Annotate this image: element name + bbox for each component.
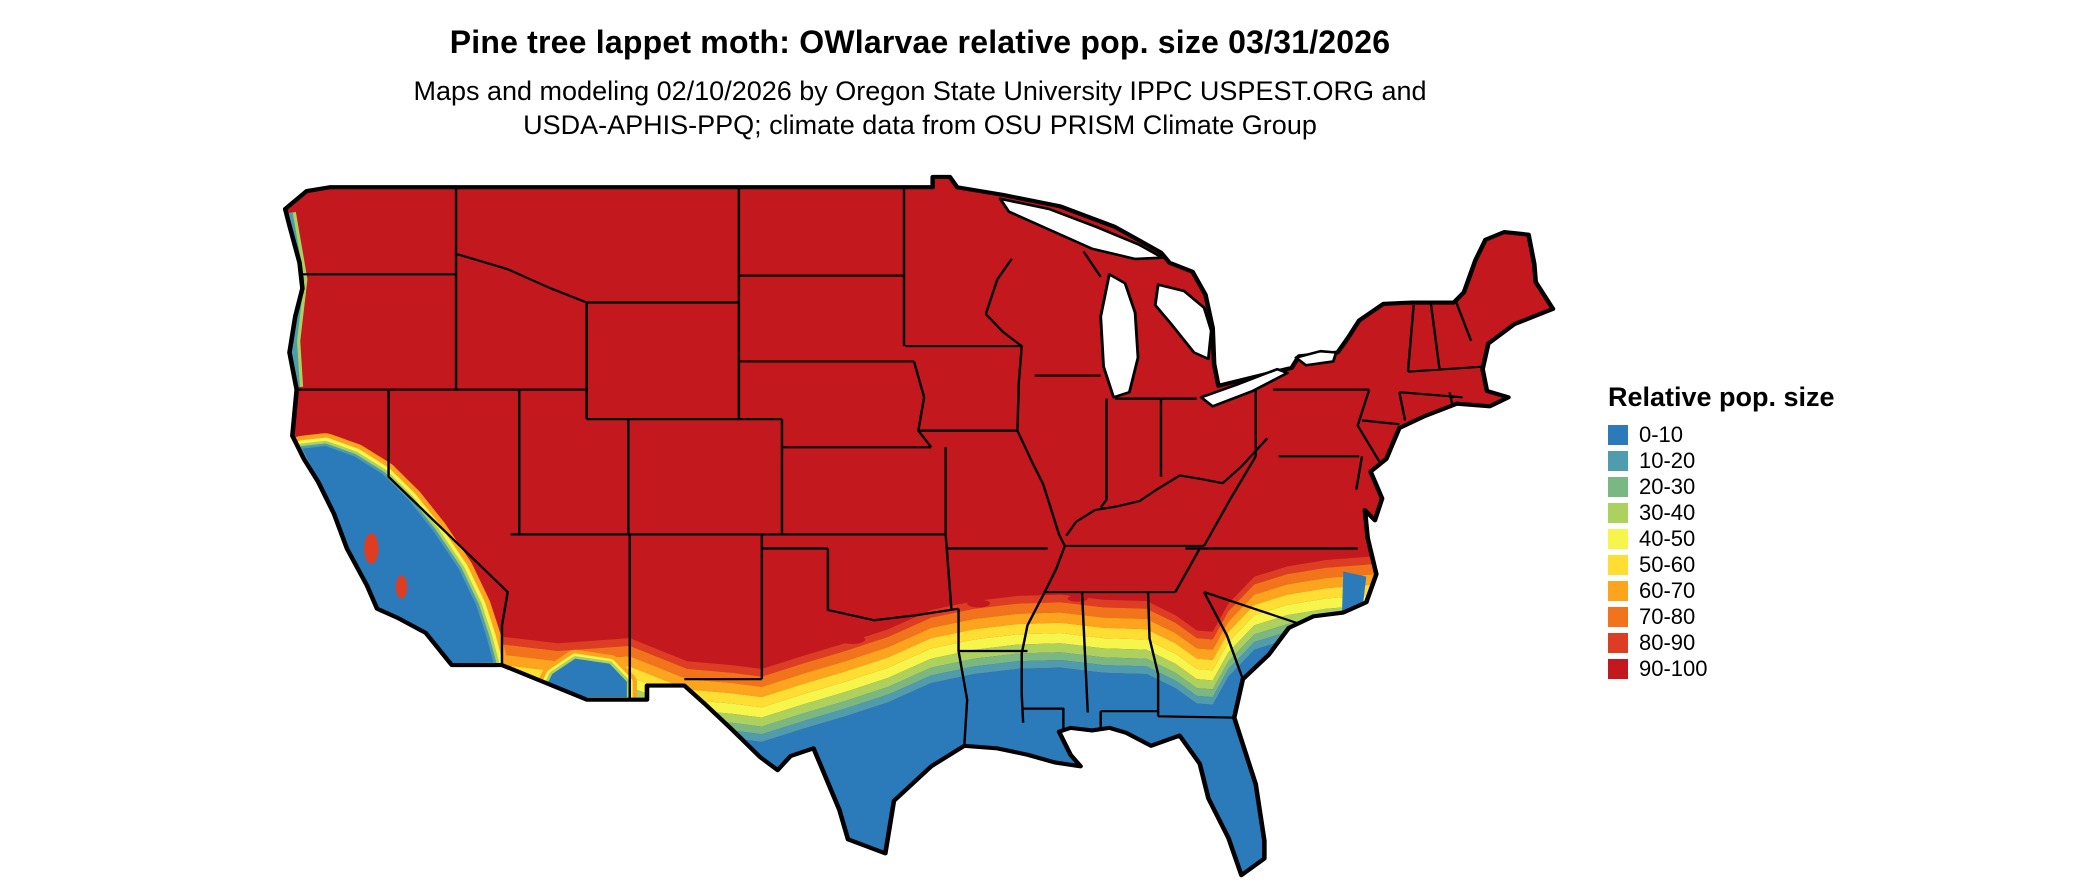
legend-item-10-20: 10-20 [1608,448,1835,473]
red-patch-oklahoma [967,599,991,608]
subtitle-line-2: USDA-APHIS-PPQ; climate data from OSU PR… [523,110,1317,140]
legend-item-30-40: 30-40 [1608,500,1835,525]
legend-label: 70-80 [1639,604,1696,629]
lake-huron [1153,283,1213,361]
legend-swatch [1608,607,1628,627]
legend-item-20-30: 20-30 [1608,474,1835,499]
us-map [278,168,1563,888]
legend-label: 10-20 [1639,448,1696,473]
map-base-90-100 [285,176,1553,876]
legend-rows: 0-10 10-20 20-30 30-40 40-50 50-60 60-70 70-80 8… [1608,422,1835,681]
lake-ontario [1294,349,1338,367]
legend-swatch [1608,633,1628,653]
legend-swatch [1608,659,1628,679]
legend-label: 40-50 [1639,526,1696,551]
legend-item-40-50: 40-50 [1608,526,1835,551]
legend: Relative pop. size 0-10 10-20 20-30 30-40 40… [1608,382,1835,685]
legend-item-0-10: 0-10 [1608,422,1835,447]
legend-swatch [1608,529,1628,549]
band-10-20 [493,621,1377,742]
legend-swatch [1608,555,1628,575]
legend-item-60-70: 60-70 [1608,578,1835,603]
band-60-70 [493,574,1377,698]
legend-title: Relative pop. size [1608,382,1835,412]
california-coast-range-red-patch [364,533,379,564]
great-lakes [998,197,1338,408]
legend-label: 60-70 [1639,578,1696,603]
state-borders [293,187,1485,746]
legend-label: 20-30 [1639,474,1696,499]
legend-swatch [1608,451,1628,471]
legend-swatch [1608,503,1628,523]
legend-label: 0-10 [1639,422,1684,447]
band-70-80 [493,563,1377,687]
legend-swatch [1608,477,1628,497]
legend-item-50-60: 50-60 [1608,552,1835,577]
california-coast-range-red-patch-2 [395,575,408,599]
california-low-pop-region [302,446,494,664]
lake-superior [998,197,1164,261]
lake-michigan [1099,273,1140,399]
red-patch-texas [839,634,866,644]
lake-erie [1199,367,1289,408]
legend-swatch [1608,425,1628,445]
band-50-60 [493,584,1377,708]
legend-label: 90-100 [1639,656,1708,681]
red-patch-tennessee [1067,595,1088,602]
legend-label: 50-60 [1639,552,1696,577]
legend-item-80-90: 80-90 [1608,630,1835,655]
band-80-90 [493,556,1377,677]
band-30-40 [493,604,1377,727]
legend-item-70-80: 70-80 [1608,604,1835,629]
us-map-svg [278,168,1563,888]
legend-label: 30-40 [1639,500,1696,525]
map-title: Pine tree lappet moth: OWlarvae relative… [449,24,1391,60]
band-40-50 [493,594,1377,718]
subtitle-line-1: Maps and modeling 02/10/2026 by Oregon S… [413,76,1427,106]
legend-item-90-100: 90-100 [1608,656,1835,681]
legend-label: 80-90 [1639,630,1696,655]
band-20-30 [493,613,1377,735]
legend-swatch [1608,581,1628,601]
map-subtitle: Maps and modeling 02/10/2026 by Oregon S… [0,74,1840,142]
